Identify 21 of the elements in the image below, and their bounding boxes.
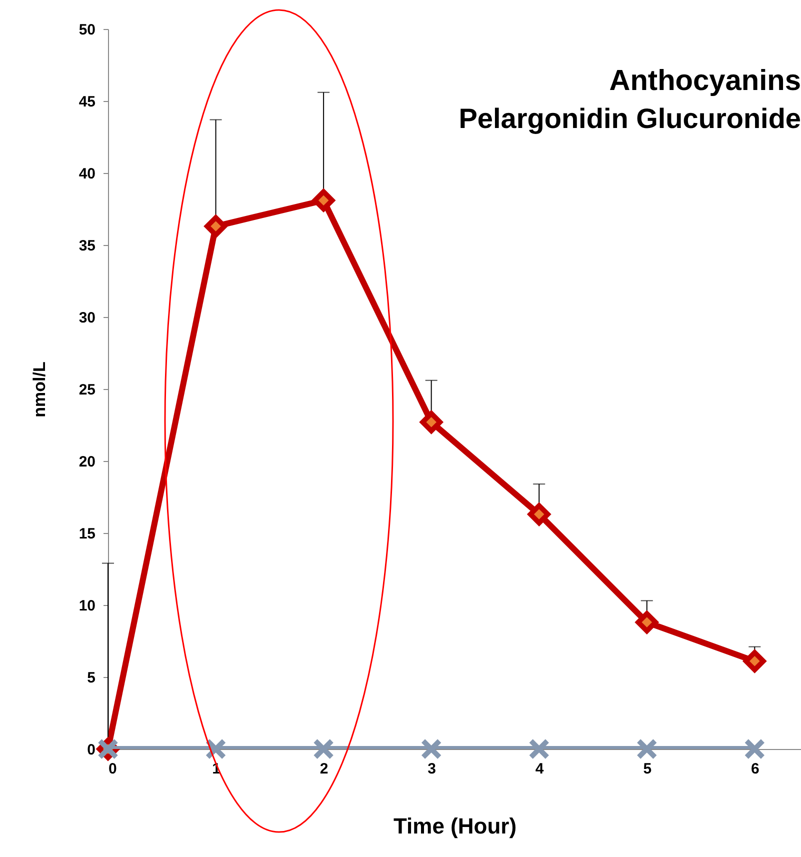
y-tick-label: 20 [78, 454, 96, 470]
x-tick-label: 6 [750, 760, 760, 778]
text: Anthocyanins [609, 65, 801, 97]
x-axis-title: Time (Hour) [393, 814, 517, 838]
x-tick-label: 4 [535, 760, 544, 778]
text: Pelargonidin Glucuronide [458, 103, 801, 134]
x-tick-label: 3 [428, 760, 436, 778]
x-tick-label: 0 [108, 760, 117, 778]
x-tick-label: 5 [643, 760, 652, 778]
y-tick-label: 40 [78, 166, 96, 182]
y-tick-label: 10 [78, 598, 96, 614]
y-tick-label: 35 [78, 238, 96, 254]
y-tick-label: 25 [78, 382, 96, 398]
y-tick-label: 5 [87, 670, 96, 686]
y-tick-label: 15 [78, 526, 96, 542]
y-tick-label: 50 [78, 22, 96, 38]
y-tick-label: 30 [78, 310, 96, 326]
x-tick-label: 2 [320, 760, 328, 778]
y-axis-title: nmol/L [30, 362, 49, 418]
y-tick-label: 0 [87, 742, 96, 758]
y-tick-label: 45 [78, 94, 96, 110]
